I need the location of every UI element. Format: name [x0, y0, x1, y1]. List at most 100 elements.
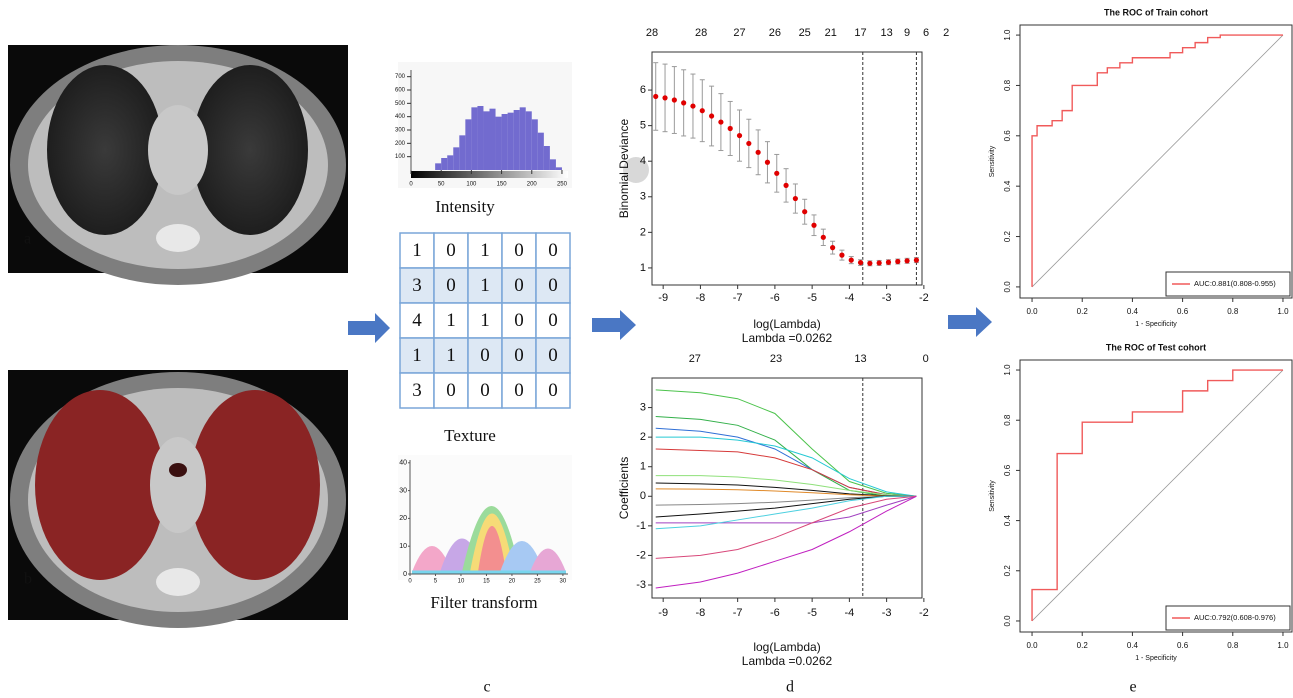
roc-curve [1031, 369, 1283, 621]
point [671, 97, 677, 103]
y-tick-label: 2 [640, 226, 646, 238]
matrix-value: 1 [446, 345, 456, 366]
matrix-value: 0 [548, 240, 558, 261]
matrix-cell [467, 267, 503, 304]
point [839, 252, 845, 258]
coefficient-path [655, 495, 917, 524]
x-tick-label: 30 [560, 579, 567, 585]
x-tick-label: -2 [919, 292, 929, 304]
x-tick-label: 0.2 [1077, 641, 1089, 650]
x-tick-label: 0.2 [1077, 307, 1089, 316]
point [774, 170, 780, 176]
coefficient-path [655, 495, 917, 559]
panel-label: c [483, 679, 490, 696]
matrix-value: 3 [412, 380, 422, 401]
y-tick-label: 6 [640, 84, 646, 96]
y-tick-label: 0.8 [1003, 79, 1012, 91]
point [913, 257, 920, 263]
x-tick-label: -9 [658, 292, 668, 304]
y-tick-label: 5 [640, 120, 646, 132]
matrix-cell [433, 302, 469, 339]
top-tick-label: 27 [689, 353, 701, 365]
matrix-cell [467, 302, 503, 339]
matrix-value: 1 [480, 275, 490, 296]
y-axis-label: Sensitivity [989, 145, 996, 177]
y-tick-label: -1 [636, 520, 646, 532]
x-tick-label: 25 [534, 579, 541, 585]
coefficient-path [655, 427, 917, 497]
coefficient-path [655, 495, 917, 518]
point [690, 103, 696, 109]
matrix-value: 0 [480, 380, 490, 401]
panel-label: b [24, 571, 32, 588]
legend-label: AUC:0.792(0.608-0.976) [1194, 613, 1276, 622]
y-tick-label: 2 [640, 431, 646, 443]
matrix-value: 0 [480, 345, 490, 366]
point [857, 259, 864, 266]
x-tick-label: 250 [557, 182, 568, 188]
x-tick-label: 5 [434, 579, 438, 585]
bar [489, 108, 496, 170]
top-tick-label: 25 [799, 27, 811, 39]
diagonal [1031, 34, 1284, 288]
bar [501, 114, 508, 170]
top-tick-label: 26 [769, 27, 781, 39]
bar [447, 155, 454, 170]
caption: Filter transform [430, 593, 537, 612]
y-tick-label: 100 [395, 154, 406, 160]
x-tick-label: -6 [770, 607, 780, 619]
top-tick-label: 9 [904, 27, 910, 39]
y-tick-label: 30 [399, 487, 407, 494]
filter-axes: 0 10 20 30 40 0 5 10 15 20 25 30 [399, 460, 568, 585]
top-tick-label: 28 [695, 27, 707, 39]
panel-label: d [786, 679, 794, 696]
x-tick-label: -8 [696, 292, 706, 304]
y-tick-label: 4 [640, 155, 646, 167]
x-tick-label: 100 [466, 182, 477, 188]
point [764, 159, 771, 165]
point [755, 149, 761, 155]
x-tick-label: -7 [733, 607, 743, 619]
caption: Texture [444, 426, 496, 445]
x-tick-label: -5 [807, 292, 817, 304]
x-tick-label: 0.8 [1227, 641, 1239, 650]
top-tick-label: 28 [646, 27, 658, 39]
x-tick-label: -4 [844, 607, 854, 619]
matrix-cell [501, 337, 537, 374]
bar [549, 159, 556, 170]
y-tick-label: 0.6 [1003, 464, 1012, 476]
x-tick-label: 150 [497, 182, 508, 188]
roc-curve [1031, 34, 1283, 287]
top-tick-label: 27 [733, 27, 745, 39]
matrix-value: 0 [446, 240, 456, 261]
y-tick-label: 0.8 [1003, 414, 1012, 426]
x-axis-label: log(Lambda) [753, 317, 820, 331]
x-tick-label: -8 [696, 607, 706, 619]
matrix-value: 0 [514, 310, 524, 331]
y-tick-label: 1.0 [1003, 364, 1012, 376]
bar [441, 158, 448, 170]
y-tick-label: 0.2 [1003, 230, 1012, 242]
y-tick-label: 1 [640, 461, 646, 473]
matrix-value: 0 [548, 345, 558, 366]
y-tick-label: 20 [399, 515, 407, 522]
y-tick-label: 600 [395, 88, 406, 94]
y-tick-label: 3 [640, 191, 646, 203]
bar [483, 111, 490, 170]
x-tick-label: -3 [882, 607, 892, 619]
bar [525, 111, 532, 170]
coefficient-path [655, 436, 917, 497]
matrix-value: 0 [446, 275, 456, 296]
top-tick-label: 6 [923, 27, 929, 39]
matrix-cell [535, 302, 571, 339]
y-axis-label: Coefficients [617, 457, 631, 519]
y-tick-label: -3 [636, 579, 646, 591]
point [653, 93, 659, 100]
texture-matrix: 1 0 1 0 0 3 0 1 0 0 4 1 1 0 0 1 1 0 0 0 3 0 0 0 0 [399, 232, 571, 409]
matrix-cell [467, 337, 503, 374]
x-tick-label: 0.0 [1026, 641, 1038, 650]
top-tick-label: 13 [854, 353, 866, 365]
bar [459, 135, 466, 170]
matrix-value: 0 [514, 275, 524, 296]
